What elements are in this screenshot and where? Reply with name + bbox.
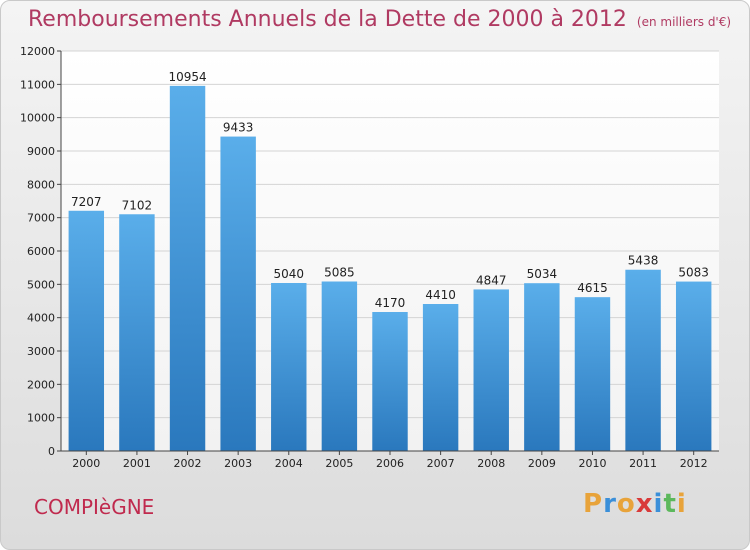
x-tick-label: 2005 bbox=[325, 457, 353, 470]
bar-value-label: 5034 bbox=[527, 267, 558, 281]
bar-2002 bbox=[169, 85, 206, 451]
y-tick-label: 8000 bbox=[27, 178, 55, 191]
bar-value-label: 10954 bbox=[168, 70, 206, 84]
x-tick-label: 2001 bbox=[123, 457, 151, 470]
x-tick-label: 2012 bbox=[680, 457, 708, 470]
bar-2008 bbox=[473, 289, 509, 451]
y-tick-label: 5000 bbox=[27, 278, 55, 291]
bar-value-label: 5085 bbox=[324, 266, 355, 280]
city-name: COMPIèGNE bbox=[34, 495, 155, 519]
y-tick-label: 4000 bbox=[27, 312, 55, 325]
chart-title-text: Remboursements Annuels de la Dette de 20… bbox=[28, 7, 627, 32]
bar-value-label: 9433 bbox=[223, 121, 254, 135]
bar-value-label: 5083 bbox=[678, 266, 709, 280]
y-tick-label: 2000 bbox=[27, 378, 55, 391]
y-tick-label: 10000 bbox=[20, 112, 55, 125]
bar-value-label: 4847 bbox=[476, 273, 507, 287]
bar-value-label: 5040 bbox=[273, 267, 304, 281]
chart-subtitle: (en milliers d'€) bbox=[636, 15, 732, 29]
logo-letter: t bbox=[663, 489, 677, 519]
bar-value-label: 7207 bbox=[71, 195, 102, 209]
logo-letter: o bbox=[616, 489, 636, 519]
y-tick-label: 11000 bbox=[20, 78, 55, 91]
y-tick-label: 0 bbox=[48, 445, 55, 458]
y-tick-label: 9000 bbox=[27, 145, 55, 158]
logo-letter: r bbox=[603, 489, 617, 519]
chart-title: Remboursements Annuels de la Dette de 20… bbox=[28, 7, 731, 32]
y-tick-label: 1000 bbox=[27, 412, 55, 425]
bar-2003 bbox=[220, 136, 256, 452]
x-tick-label: 2000 bbox=[72, 457, 100, 470]
y-tick-label: 3000 bbox=[27, 345, 55, 358]
bar-2012 bbox=[675, 281, 712, 451]
bar-2005 bbox=[321, 281, 358, 451]
bar-value-label: 4170 bbox=[375, 296, 406, 310]
x-tick-label: 2007 bbox=[427, 457, 455, 470]
bar-value-label: 7102 bbox=[122, 198, 153, 212]
x-tick-label: 2009 bbox=[528, 457, 556, 470]
bar-2001 bbox=[119, 214, 155, 451]
bar-value-label: 4410 bbox=[425, 288, 456, 302]
x-tick-label: 2010 bbox=[578, 457, 606, 470]
x-tick-label: 2003 bbox=[224, 457, 252, 470]
bar-2006 bbox=[372, 312, 408, 451]
bar-2007 bbox=[422, 304, 459, 451]
bar-2004 bbox=[271, 283, 307, 451]
bar-2010 bbox=[574, 297, 611, 451]
y-tick-label: 6000 bbox=[27, 245, 55, 258]
logo-letter: i bbox=[653, 489, 664, 519]
bar-2011 bbox=[625, 269, 661, 451]
logo-letter: i bbox=[676, 489, 687, 519]
x-tick-label: 2008 bbox=[477, 457, 505, 470]
y-tick-label: 7000 bbox=[27, 212, 55, 225]
bar-2000 bbox=[68, 210, 105, 451]
bar-value-label: 5438 bbox=[628, 254, 659, 268]
x-tick-label: 2002 bbox=[174, 457, 202, 470]
x-tick-label: 2006 bbox=[376, 457, 404, 470]
x-tick-label: 2011 bbox=[629, 457, 657, 470]
bar-value-label: 4615 bbox=[577, 281, 608, 295]
proxiti-logo: Proxiti bbox=[583, 489, 687, 519]
logo-letter: P bbox=[583, 489, 604, 519]
y-tick-label: 12000 bbox=[20, 45, 55, 58]
bar-2009 bbox=[524, 283, 560, 451]
logo-letter: x bbox=[635, 489, 654, 519]
x-tick-label: 2004 bbox=[275, 457, 303, 470]
